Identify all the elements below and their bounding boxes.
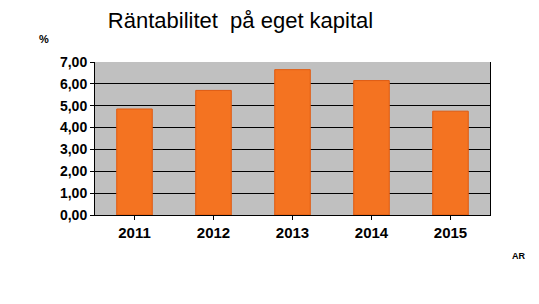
svg-text:%: % [39, 33, 49, 45]
svg-text:2015: 2015 [434, 224, 467, 241]
svg-text:4,00: 4,00 [60, 119, 87, 135]
svg-text:1,00: 1,00 [60, 185, 87, 201]
svg-text:2011: 2011 [118, 224, 151, 241]
svg-text:Räntabilitet på eget kapital: Räntabilitet på eget kapital [108, 8, 373, 33]
svg-text:7,00: 7,00 [60, 54, 87, 70]
svg-text:2014: 2014 [355, 224, 389, 241]
svg-text:3,00: 3,00 [60, 141, 87, 157]
svg-text:2013: 2013 [276, 224, 309, 241]
svg-text:AR: AR [512, 251, 525, 261]
svg-text:2012: 2012 [197, 224, 230, 241]
svg-text:5,00: 5,00 [60, 98, 87, 114]
svg-text:2,00: 2,00 [60, 163, 87, 179]
svg-text:0,00: 0,00 [60, 207, 87, 223]
svg-text:6,00: 6,00 [60, 76, 87, 92]
